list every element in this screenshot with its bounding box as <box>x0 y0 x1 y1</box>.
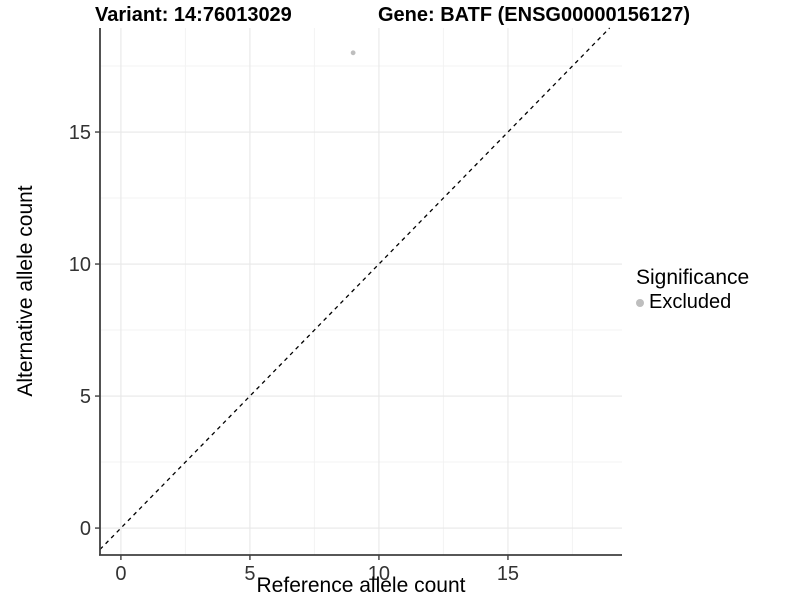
y-tick-label: 15 <box>69 122 91 144</box>
x-tick-label: 15 <box>497 563 519 585</box>
legend-item-label: Excluded <box>649 291 732 313</box>
y-tick-label: 5 <box>80 386 91 408</box>
x-tick-label: 0 <box>115 563 126 585</box>
y-tick-label: 10 <box>69 254 91 276</box>
x-tick-label: 5 <box>244 563 255 585</box>
legend: Significance Excluded <box>636 266 749 314</box>
y-axis-title: Alternative allele count <box>14 185 37 397</box>
x-axis-title: Reference allele count <box>256 574 466 597</box>
excluded-marker-icon <box>636 298 644 307</box>
data-point <box>350 50 356 56</box>
legend-title: Significance <box>636 266 750 289</box>
legend-item-excluded: Excluded <box>636 291 749 314</box>
variant-title: Variant: 14:76013029 <box>95 4 292 26</box>
y-tick-label: 0 <box>80 518 91 540</box>
x-tick-label: 10 <box>368 563 390 585</box>
identity-dashed-line <box>99 27 611 550</box>
gene-title: Gene: BATF (ENSG00000156127) <box>378 4 690 26</box>
